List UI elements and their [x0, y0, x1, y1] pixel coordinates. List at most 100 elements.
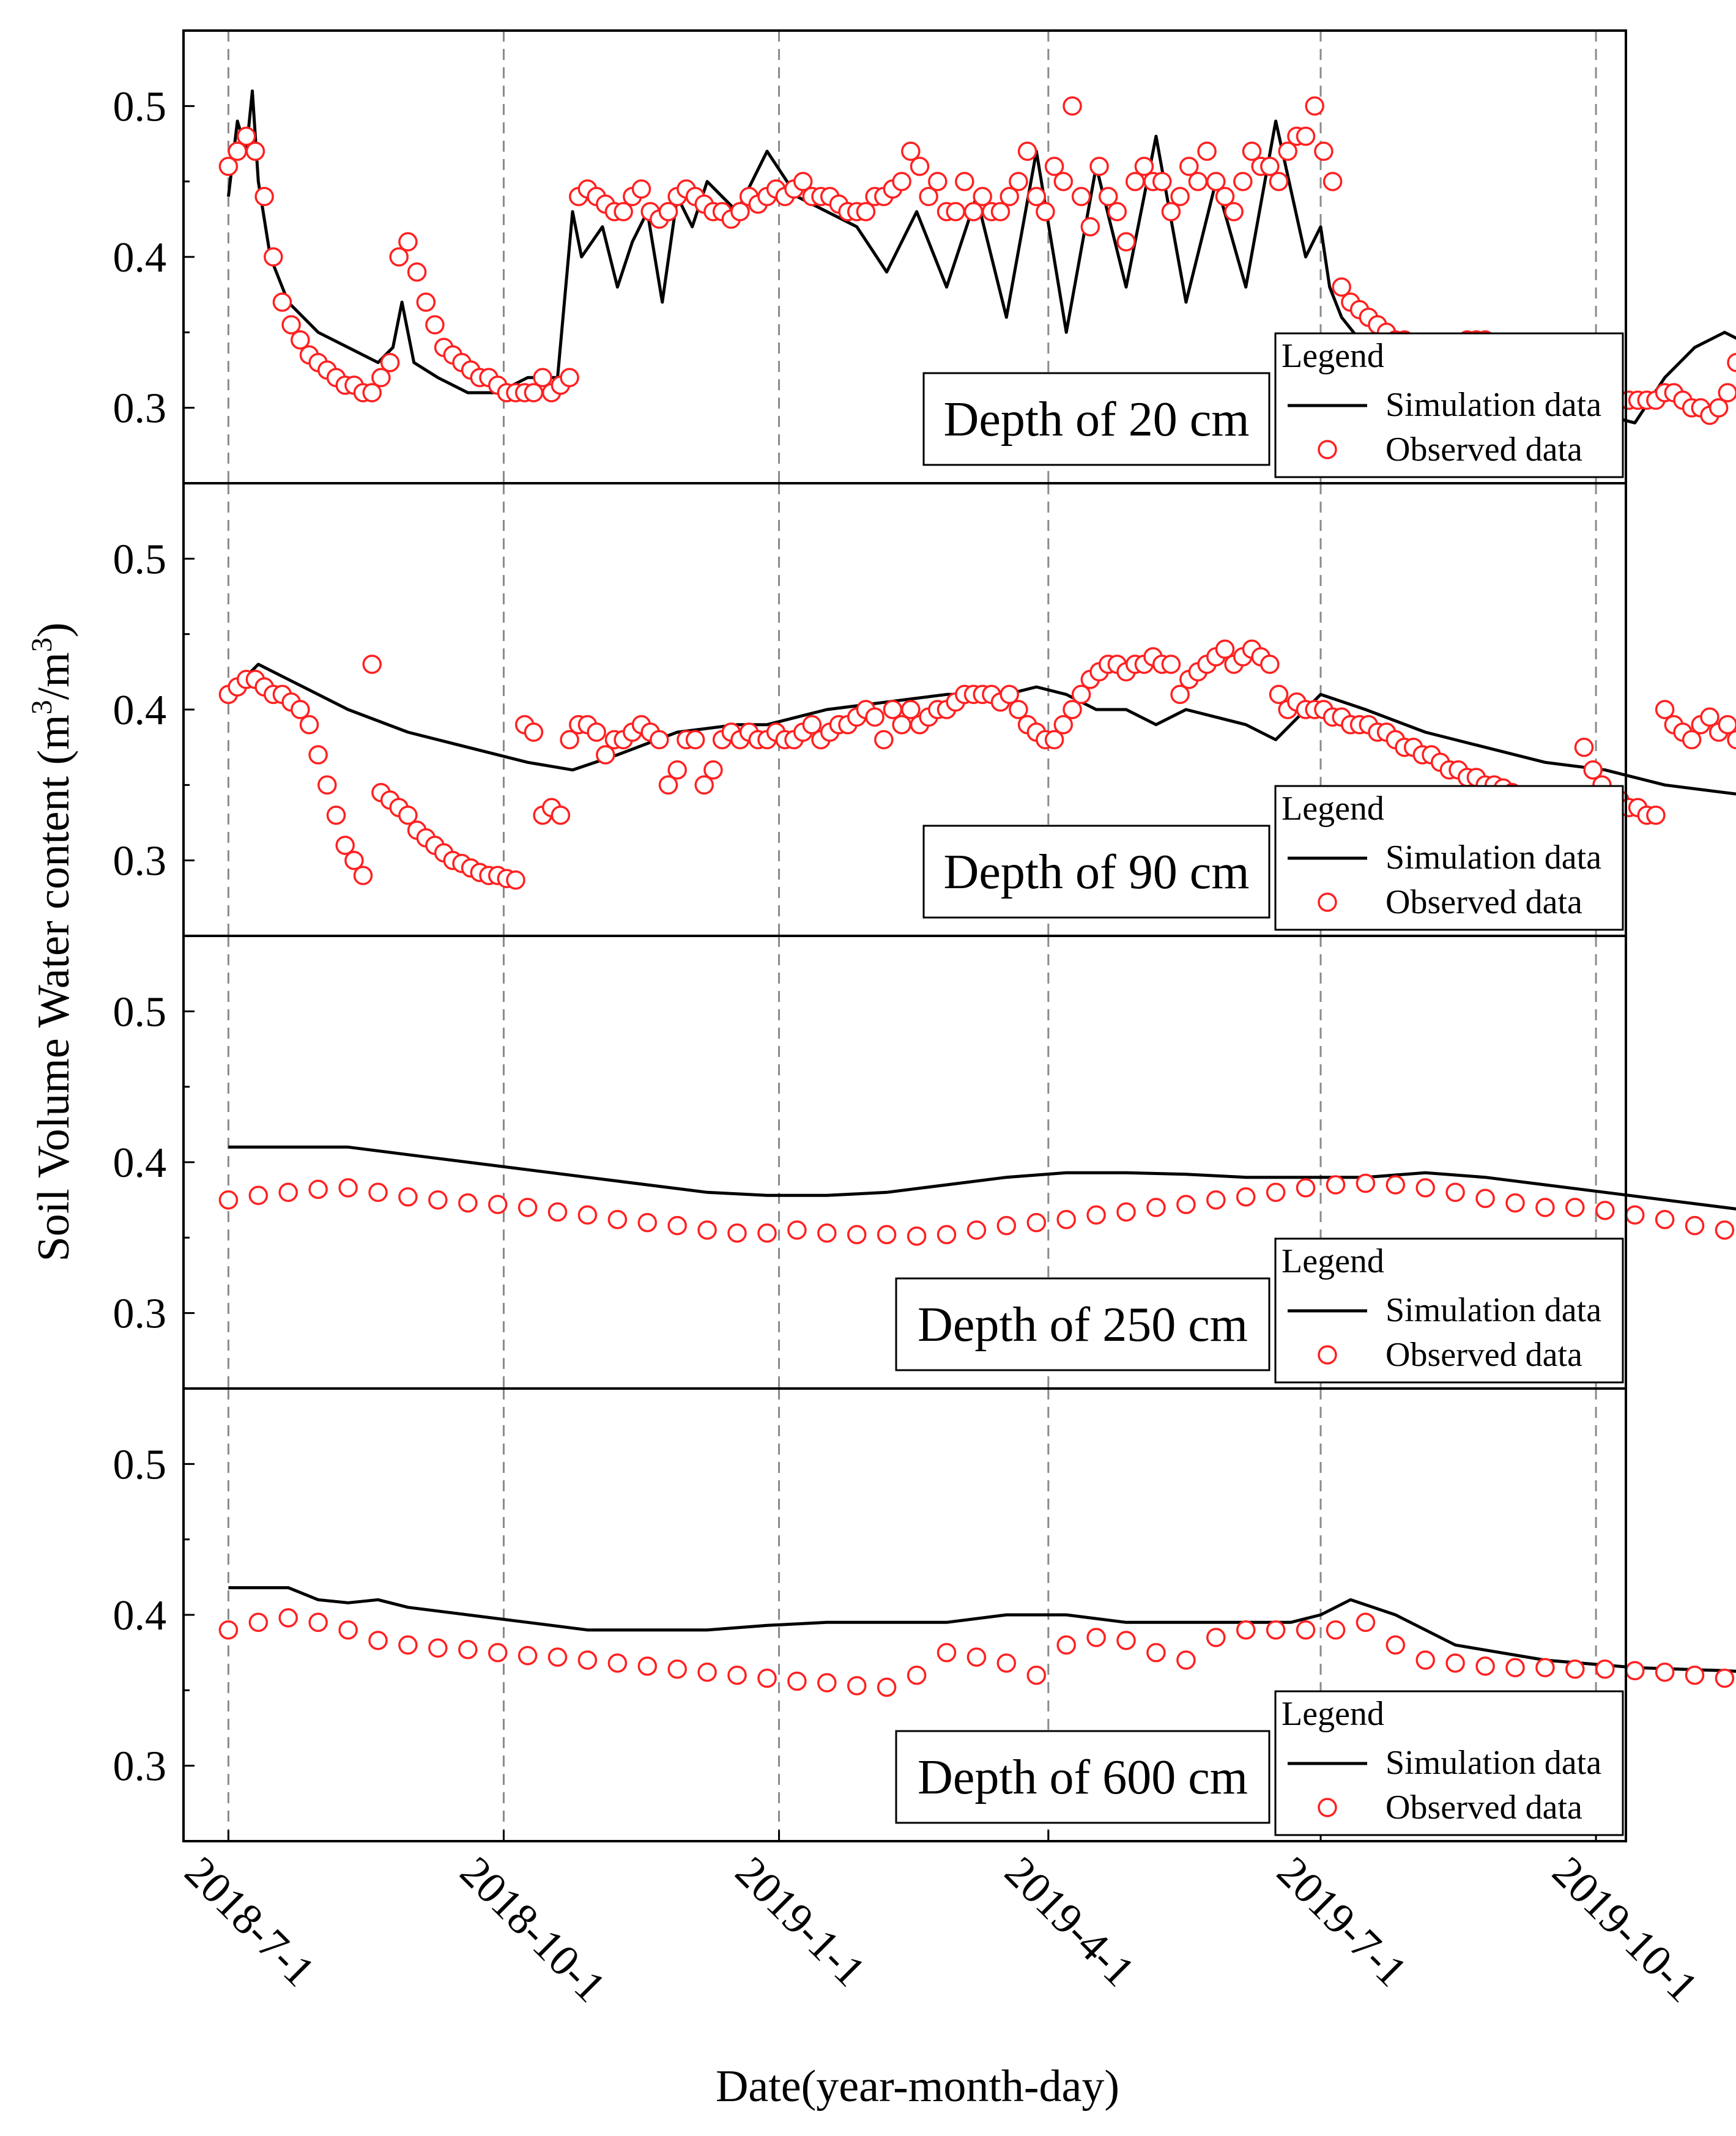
panel-1-observed-point — [247, 143, 264, 160]
panel-1-observed-point — [265, 248, 282, 265]
panel-4-observed-point — [339, 1622, 357, 1639]
panel-3-observed-point — [848, 1226, 866, 1243]
panel-2-observed-point — [875, 731, 892, 748]
panel-3-observed-point — [489, 1196, 506, 1213]
panel-2-observed-point — [669, 762, 686, 779]
panel-3-ytick-label-2: 0.5 — [113, 988, 167, 1036]
panel-4-observed-point — [429, 1639, 447, 1656]
panel-1-observed-point — [382, 354, 399, 371]
panel-2-ytick-label-1: 0.4 — [113, 687, 167, 734]
panel-3-observed-point — [1118, 1203, 1135, 1220]
panel-3-observed-point — [1597, 1202, 1614, 1219]
panel-4-legend-title: Legend — [1282, 1695, 1384, 1733]
panel-1-observed-point — [1306, 97, 1323, 114]
panel-3-observed-point — [519, 1199, 536, 1216]
panel-4-observed-point — [1387, 1636, 1404, 1653]
panel-2-depth-label-text: Depth of 90 cm — [944, 845, 1250, 899]
panel-4-observed-point — [998, 1655, 1015, 1672]
panel-3-observed-point — [1567, 1199, 1584, 1216]
panel-1-observed-point — [1118, 233, 1135, 250]
panel-4-observed-point — [1627, 1662, 1644, 1679]
panel-4-depth-label-text: Depth of 600 cm — [918, 1751, 1248, 1804]
panel-2-observed-point — [301, 716, 318, 733]
panel-3-observed-point — [1417, 1179, 1434, 1196]
panel-4-observed-point — [1567, 1661, 1584, 1678]
panel-1-observed-point — [1091, 158, 1108, 175]
panel-3-observed-point — [1686, 1217, 1704, 1234]
panel-3-observed-point — [280, 1184, 297, 1201]
panel-4-observed-point — [729, 1667, 746, 1684]
panel-3-observed-point — [968, 1222, 985, 1239]
panel-3-simulation-line — [228, 1147, 1736, 1230]
panel-4-observed-point — [459, 1641, 477, 1658]
panel-4-legend-observed-swatch — [1319, 1799, 1336, 1816]
panel-2-legend-simulation-label: Simulation data — [1385, 839, 1601, 877]
panel-1-observed-point — [561, 369, 578, 386]
x-tick-label-3: 2019-4-1 — [996, 1847, 1144, 1996]
panel-3-depth-label-text: Depth of 250 cm — [918, 1298, 1248, 1352]
panel-2-observed-point — [651, 731, 668, 748]
panel-2-observed-point — [1728, 731, 1736, 748]
panel-1-legend-simulation-label: Simulation data — [1385, 386, 1601, 424]
panel-2-observed-point — [705, 762, 722, 779]
panel-3-legend-title: Legend — [1282, 1242, 1384, 1280]
panel-4-observed-point — [1058, 1636, 1075, 1653]
panel-4-observed-point — [220, 1622, 237, 1639]
panel-4-observed-point — [1507, 1659, 1524, 1676]
panel-2-observed-point — [687, 731, 704, 748]
panel-1-observed-point — [947, 203, 964, 220]
panel-3-observed-point — [1297, 1179, 1315, 1196]
panel-1-observed-point — [1225, 203, 1242, 220]
panel-3-observed-point — [788, 1222, 806, 1239]
panel-4-observed-point — [310, 1614, 327, 1631]
panel-1-observed-point — [1037, 203, 1054, 220]
panel-3-observed-point — [1178, 1196, 1195, 1213]
panel-2-observed-point — [588, 724, 605, 741]
panel-1-depth-label-text: Depth of 20 cm — [944, 393, 1250, 447]
panel-1-observed-point — [426, 316, 443, 333]
x-tick-label-4: 2019-7-1 — [1268, 1847, 1417, 1996]
panel-1-ytick-label-2: 0.5 — [113, 83, 167, 130]
panel-4-observed-point — [609, 1655, 626, 1672]
panel-2-observed-point — [310, 746, 327, 763]
panel-3-observed-point — [669, 1217, 686, 1234]
panel-3-legend-simulation-label: Simulation data — [1385, 1291, 1601, 1329]
x-tick-label-1: 2018-10-1 — [451, 1847, 615, 2012]
panel-1-observed-point — [1189, 173, 1206, 190]
panel-3-observed-point — [399, 1189, 417, 1206]
panel-1-observed-point — [1198, 143, 1215, 160]
panel-3-observed-point — [369, 1184, 387, 1201]
panel-3-observed-point — [1148, 1199, 1165, 1216]
panel-4-observed-point — [669, 1661, 686, 1678]
panel-4-observed-point — [968, 1648, 985, 1666]
panel-4-observed-point — [699, 1664, 716, 1681]
panel-2-observed-point — [866, 708, 883, 725]
panel-4-observed-point — [639, 1658, 656, 1675]
panel-4-observed-point — [549, 1648, 566, 1666]
panel-3-observed-point — [339, 1179, 357, 1196]
panel-3-observed-point — [1028, 1214, 1045, 1231]
panel-4-observed-point — [878, 1678, 896, 1696]
panel-3-observed-point — [1267, 1184, 1285, 1201]
panel-2-observed-point — [1576, 739, 1593, 756]
panel-4-legend-simulation-label: Simulation data — [1385, 1744, 1601, 1782]
x-tick-label-0: 2018-7-1 — [176, 1847, 324, 1996]
panel-4-observed-point — [1417, 1652, 1434, 1669]
panel-4-observed-point — [1537, 1659, 1554, 1676]
panel-3-observed-point — [1656, 1211, 1674, 1228]
panel-3-observed-point — [1088, 1206, 1105, 1223]
panel-2-observed-point — [507, 872, 524, 889]
panel-3-observed-point — [1477, 1190, 1494, 1207]
panel-3-ytick-label-1: 0.4 — [113, 1140, 167, 1187]
panel-1-legend-title: Legend — [1282, 337, 1384, 375]
panel-3-observed-point — [1507, 1195, 1524, 1212]
panel-4-observed-point — [369, 1632, 387, 1649]
panel-1-observed-point — [1171, 188, 1189, 205]
panel-2-legend-observed-swatch — [1319, 894, 1336, 911]
panel-2-depth-label: Depth of 90 cm — [924, 826, 1269, 918]
panel-1-observed-point — [1010, 173, 1027, 190]
panel-1-observed-point — [1728, 354, 1736, 371]
